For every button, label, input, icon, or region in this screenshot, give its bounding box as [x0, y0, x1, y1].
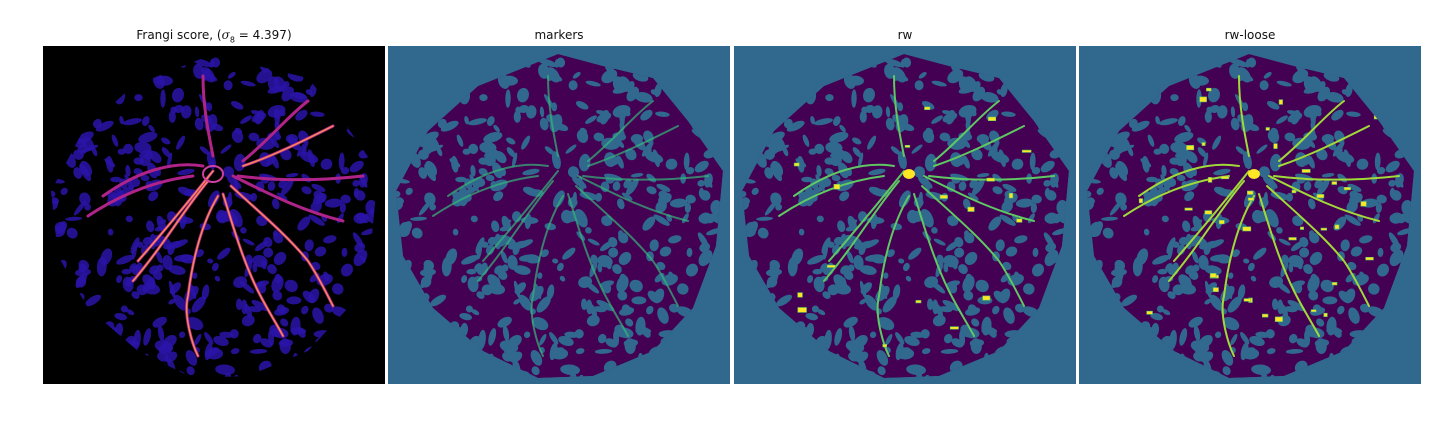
vessel [1266, 185, 1370, 307]
vessel [577, 175, 689, 222]
markers-image [388, 46, 730, 384]
title-prefix: Frangi score, ( [136, 28, 222, 42]
vessel [547, 75, 559, 157]
vessel [921, 185, 1025, 307]
vessel [201, 74, 215, 158]
vessel [893, 75, 905, 157]
rw-loose-svg [1079, 46, 1421, 384]
vessel [447, 163, 549, 197]
vessel [587, 125, 679, 167]
rw-svg [734, 46, 1076, 384]
vessel [432, 175, 539, 217]
vessel [567, 193, 629, 337]
panel-title-rw-loose: rw-loose [1224, 28, 1276, 42]
panel-title-rw: rw [897, 28, 913, 42]
vessel [530, 195, 564, 357]
vessel [778, 175, 885, 217]
vessel [1273, 175, 1400, 181]
vessel [582, 175, 709, 181]
frangi-svg [43, 46, 385, 384]
vessel [86, 174, 195, 218]
rw-image [734, 46, 1076, 384]
panel-title-markers: markers [534, 28, 584, 42]
vessel [823, 180, 900, 282]
sigma-symbol: σ [221, 28, 230, 42]
markers-svg [388, 46, 730, 384]
vessel [933, 125, 1025, 167]
vessel [876, 195, 910, 357]
vessel [828, 170, 905, 262]
vessel [933, 100, 1000, 162]
vessel [793, 163, 895, 197]
vessel [1123, 175, 1230, 217]
vessel [231, 174, 345, 223]
vessel [923, 175, 1035, 222]
title-suffix: = 4.397) [234, 28, 292, 42]
vessel [1173, 170, 1250, 262]
vessel [236, 174, 365, 182]
vessel [1278, 125, 1370, 167]
vessel [1168, 180, 1245, 282]
vessel [241, 99, 310, 163]
panel-title-frangi: Frangi score, (σ8 = 4.397) [43, 28, 385, 44]
vessel [477, 180, 554, 282]
vessel [913, 193, 975, 337]
vessel [575, 185, 679, 307]
vessel [1258, 193, 1320, 337]
vessel [1268, 175, 1380, 222]
vessel [1221, 195, 1255, 357]
vessel [1238, 75, 1250, 157]
vessel [101, 163, 205, 198]
vessel [1138, 163, 1240, 197]
sigma-subscript: 8 [229, 35, 235, 45]
vessel [482, 170, 559, 262]
vessel [587, 100, 654, 162]
vessel [1278, 100, 1345, 162]
frangi-score-image [43, 46, 385, 384]
rw-loose-image [1079, 46, 1421, 384]
